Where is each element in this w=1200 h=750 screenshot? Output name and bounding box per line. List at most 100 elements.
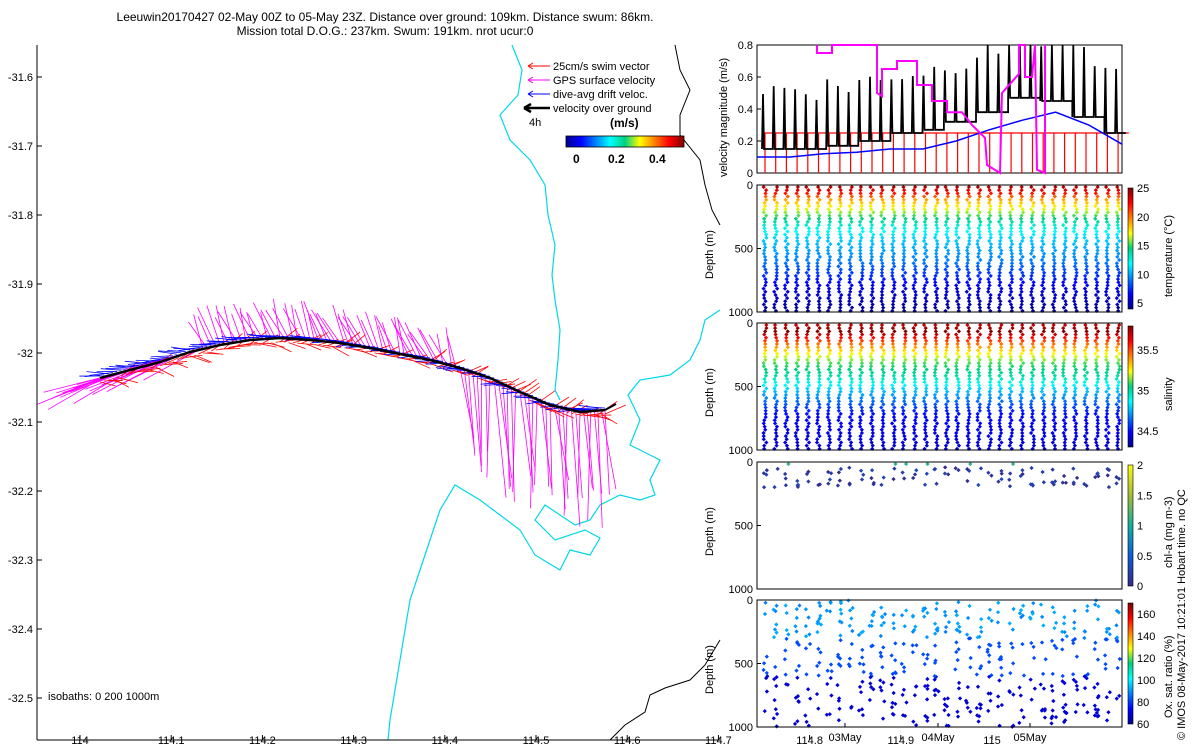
colorbar-label: salinity (1163, 376, 1175, 411)
colorbar-tick-label: 1.5 (1137, 490, 1152, 502)
colorbar-tick-label: 60 (1137, 719, 1149, 731)
legend-gps: GPS surface velocity (553, 75, 656, 87)
swim-series-step (967, 132, 979, 173)
swim-series-step (957, 132, 969, 173)
colorbar-tick-label: 20 (1137, 212, 1149, 224)
swim-series-step (882, 132, 894, 173)
title-line-1: Leeuwin20170427 02-May 00Z to 05-May 23Z… (116, 10, 654, 24)
date-tick-label: 03May (828, 732, 862, 744)
colorbar-tick-label: 5 (1137, 298, 1143, 310)
lat-tick-label: -31.9 (8, 279, 33, 291)
lon-tick-label: 114.5 (523, 735, 550, 747)
swim-series-step (1042, 132, 1054, 173)
imos-watermark: © IMOS 08-May-2017 10:21:01 Hobart time.… (1176, 489, 1188, 740)
colorbar-tick-label: 35 (1137, 386, 1149, 398)
colorbar-tick-2: 0.4 (649, 152, 666, 166)
panel-axes-box (756, 461, 1123, 590)
temperature-panel: 0 500 1000 25 20 15 10 5 (729, 180, 1150, 319)
map-axes-box (37, 45, 720, 740)
y-tick-label: 500 (735, 521, 753, 533)
y-tick-label: 1000 (729, 445, 753, 457)
y-tick-label: 0 (747, 318, 753, 330)
lon-tick-label: 114.1 (158, 735, 185, 747)
colorbar-tick-label: 0 (1137, 581, 1143, 593)
date-tick-label: 05May (1013, 732, 1047, 744)
swim-series-step (1010, 132, 1022, 173)
ground-track (99, 336, 606, 414)
salinity-colorbar (1127, 325, 1134, 448)
salinity-points (761, 322, 1122, 451)
oxygen-points (761, 598, 1122, 729)
swim-series-step (1031, 132, 1044, 173)
chla-panel: 0 500 1000 2 1.5 1 0.5 0 (729, 457, 1153, 596)
colorbar-tick-label: 80 (1137, 697, 1149, 709)
colorbar-tick-label: 2 (1137, 460, 1143, 472)
swim-series-step (1053, 132, 1065, 173)
y-tick-label: 500 (735, 244, 753, 256)
colorbar-label: Ox. sat. ratio (%) (1163, 634, 1175, 718)
lon-tick-label: 114 (71, 735, 89, 747)
colorbar-tick-1: 0.2 (608, 152, 625, 166)
y-tick-label: 0.8 (738, 40, 753, 52)
lon-tick-label: 115 (983, 735, 1001, 747)
lat-tick-label: -31.8 (8, 210, 33, 222)
swim-series-step (924, 132, 937, 173)
temperature-points (761, 184, 1122, 313)
chla-ylabel: Depth (m) (704, 506, 716, 556)
isobath-line (609, 44, 721, 741)
legend-drift: dive-avg drift veloc. (553, 89, 648, 101)
y-tick-label: 0 (747, 595, 753, 607)
oxygen-ylabel: Depth (m) (704, 644, 716, 694)
drift-series (757, 111, 1123, 158)
swim-series-step (903, 132, 915, 173)
lat-tick-label: -32.5 (8, 693, 33, 705)
swim-series-step (1085, 132, 1097, 173)
salinity-ylabel: Depth (m) (704, 367, 716, 417)
lat-tick-label: -31.6 (8, 72, 33, 84)
lon-tick-label: 114.7 (705, 735, 732, 747)
colorbar-label: chl-a (mg m-3) (1163, 495, 1175, 568)
swim-series-step (935, 132, 947, 173)
lat-tick-label: -32 (17, 348, 33, 360)
title-line-2: Mission total D.O.G.: 237km. Swum: 191km… (236, 24, 534, 38)
colorbar-tick-label: 34.5 (1137, 426, 1158, 438)
velocity-panel: 0 0.2 0.4 0.6 0.8 (738, 40, 1129, 180)
colorbar-tick-label: 120 (1137, 653, 1155, 665)
right-panels: 00.20.40.60.8050010002520151050500100035… (729, 40, 1159, 744)
chart-title: Leeuwin20170427 02-May 00Z to 05-May 23Z… (40, 10, 730, 38)
y-tick-label: 0 (747, 180, 753, 192)
swim-series-step (989, 132, 1001, 173)
panel-axes-box (756, 44, 1123, 174)
map-legend: 25cm/s swim vector GPS surface velocity … (523, 61, 656, 129)
panel-axes-box (756, 322, 1123, 451)
chla-colorbar (1127, 464, 1134, 587)
map-panel: 114 114.1 114.2 114.3 114.4 114.5 114.6 114.7 11… (8, 44, 1001, 747)
legend-time-label: 4h (529, 117, 541, 129)
lat-tick-label: -32.1 (8, 417, 33, 429)
colorbar-label: temperature (°C) (1163, 214, 1175, 297)
chla-points (761, 461, 1122, 490)
colorbar-tick-label: 15 (1137, 241, 1149, 253)
lat-tick-label: -32.4 (8, 624, 33, 636)
legend-swim: 25cm/s swim vector (553, 61, 650, 73)
ground-series (761, 44, 1126, 150)
swim-series-step (892, 132, 905, 173)
lon-tick-label: 114.6 (614, 735, 641, 747)
y-tick-label: 500 (735, 382, 753, 394)
swim-series-step (1117, 132, 1129, 173)
colorbar-tick-label: 160 (1137, 609, 1155, 621)
lat-tick-label: -32.3 (8, 555, 33, 567)
salinity-panel: 0 500 1000 35.5 35 34.5 (729, 318, 1159, 457)
y-tick-label: 500 (735, 659, 753, 671)
colorbar-tick-label: 100 (1137, 675, 1155, 687)
y-tick-label: 0 (747, 457, 753, 469)
isobaths-label: isobaths: 0 200 1000m (48, 691, 159, 703)
swim-series-step (946, 132, 958, 173)
y-tick-label: 0 (747, 168, 753, 180)
lon-tick-label: 114.9 (887, 735, 914, 747)
colorbar-tick-label: 35.5 (1137, 345, 1158, 357)
y-tick-label: 1000 (729, 584, 753, 596)
legend-ground: velocity over ground (553, 103, 651, 115)
colorbar-unit: (m/s) (610, 116, 639, 130)
